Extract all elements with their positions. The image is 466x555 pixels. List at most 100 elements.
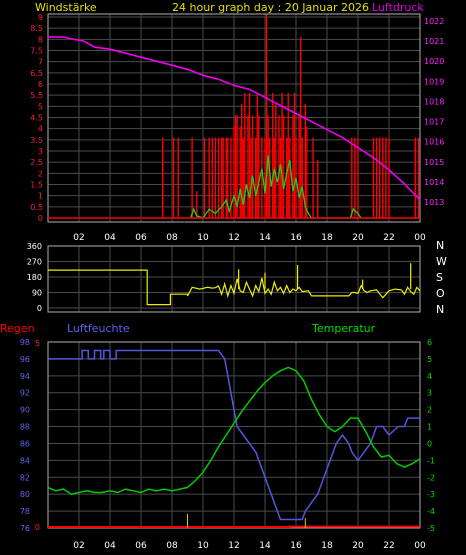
wind-tick-label: 9 bbox=[38, 13, 43, 22]
wind-tick-label: 8 bbox=[38, 35, 43, 44]
wind-tick-label: 8.5 bbox=[30, 24, 43, 33]
wind-tick-label: 1 bbox=[38, 192, 43, 201]
direction-tick-label: 180 bbox=[27, 273, 42, 282]
wind-tick-label: 5 bbox=[38, 102, 43, 111]
humidity-axis-title: Luftfeuchte bbox=[67, 322, 130, 335]
humidity-tick-label: 78 bbox=[20, 507, 30, 516]
direction-tick-label: 270 bbox=[27, 258, 42, 267]
temperature-tick-label: 6 bbox=[427, 338, 432, 347]
pressure-tick-label: 1019 bbox=[424, 77, 444, 86]
humidity-tick-label: 82 bbox=[20, 473, 30, 482]
x-tick-label-bottom: 08 bbox=[166, 541, 178, 551]
rain-tick-label: 5 bbox=[35, 339, 40, 348]
pressure-tick-label: 1022 bbox=[424, 17, 444, 26]
x-tick-label-top: 08 bbox=[166, 233, 178, 243]
pressure-tick-label: 1017 bbox=[424, 118, 444, 127]
temperature-tick-label: 0 bbox=[427, 439, 432, 448]
pressure-axis-title: Luftdruck bbox=[372, 1, 424, 14]
rain-axis-title: Regen bbox=[0, 322, 35, 335]
x-tick-label-top: 10 bbox=[197, 233, 209, 243]
x-tick-label-top: 20 bbox=[352, 233, 364, 243]
temperature-tick-label: 4 bbox=[427, 372, 432, 381]
compass-label: W bbox=[436, 255, 447, 268]
x-tick-label-bottom: 14 bbox=[259, 541, 271, 551]
compass-label: S bbox=[436, 271, 443, 284]
pressure-tick-label: 1013 bbox=[424, 198, 444, 207]
temperature-tick-label: 5 bbox=[427, 355, 432, 364]
wind-tick-label: 6 bbox=[38, 80, 43, 89]
wind-tick-label: 2 bbox=[38, 169, 43, 178]
panel2-frame bbox=[47, 245, 421, 313]
temperature-tick-label: -1 bbox=[427, 456, 435, 465]
x-tick-label-bottom: 06 bbox=[135, 541, 147, 551]
pressure-tick-label: 1020 bbox=[424, 57, 444, 66]
temperature-tick-label: -3 bbox=[427, 490, 435, 499]
humidity-tick-label: 90 bbox=[20, 406, 30, 415]
humidity-tick-label: 88 bbox=[20, 423, 30, 432]
temperature-tick-label: 2 bbox=[427, 406, 432, 415]
wind-tick-label: 5.5 bbox=[30, 91, 43, 100]
pressure-tick-label: 1016 bbox=[424, 138, 444, 147]
pressure-line bbox=[48, 36, 421, 201]
humidity-tick-label: 84 bbox=[20, 456, 30, 465]
rain-tick-label: 0 bbox=[35, 523, 40, 532]
humidity-tick-label: 86 bbox=[20, 439, 30, 448]
compass-label: N bbox=[436, 303, 444, 316]
wind-tick-label: 2.5 bbox=[30, 158, 43, 167]
direction-tick-label: 360 bbox=[27, 242, 42, 251]
wind-tick-label: 3 bbox=[38, 147, 43, 156]
x-tick-label-top: 16 bbox=[290, 233, 302, 243]
wind-tick-label: 1.5 bbox=[30, 181, 43, 190]
pressure-tick-label: 1018 bbox=[424, 97, 444, 106]
x-tick-label-top: 02 bbox=[73, 233, 84, 243]
temperature-tick-label: -4 bbox=[427, 507, 435, 516]
temperature-tick-label: -2 bbox=[427, 473, 435, 482]
humidity-tick-label: 80 bbox=[20, 490, 30, 499]
x-tick-label-top: 12 bbox=[228, 233, 239, 243]
humidity-line bbox=[48, 349, 420, 521]
wind-tick-label: 0 bbox=[38, 214, 43, 223]
temperature-tick-label: 3 bbox=[427, 389, 432, 398]
compass-label: N bbox=[436, 239, 444, 252]
x-tick-label-bottom: 00 bbox=[414, 541, 426, 551]
x-tick-label-top: 00 bbox=[414, 233, 426, 243]
temperature-axis-title: Temperatur bbox=[311, 322, 376, 335]
direction-tick-label: 0 bbox=[37, 304, 42, 313]
humidity-tick-label: 96 bbox=[20, 355, 30, 364]
temperature-line bbox=[47, 366, 421, 496]
x-tick-label-bottom: 12 bbox=[228, 541, 239, 551]
wind-tick-label: 7.5 bbox=[30, 47, 43, 56]
humidity-tick-label: 94 bbox=[20, 372, 30, 381]
wind-mean-line bbox=[189, 155, 362, 219]
x-tick-label-bottom: 04 bbox=[104, 541, 116, 551]
humidity-tick-label: 98 bbox=[20, 338, 30, 347]
chart-title: 24 hour graph day : 20 Januar 2026 bbox=[172, 1, 369, 14]
wind-tick-label: 4.5 bbox=[30, 114, 43, 123]
humidity-tick-label: 92 bbox=[20, 389, 30, 398]
x-tick-label-bottom: 18 bbox=[321, 541, 333, 551]
pressure-tick-label: 1015 bbox=[424, 158, 444, 167]
x-tick-label-top: 18 bbox=[321, 233, 333, 243]
temperature-tick-label: -5 bbox=[427, 524, 435, 533]
wind-tick-label: 7 bbox=[38, 58, 43, 67]
x-tick-label-bottom: 22 bbox=[383, 541, 394, 551]
x-tick-label-top: 06 bbox=[135, 233, 147, 243]
wind-axis-title: Windstärke bbox=[35, 1, 97, 14]
compass-label: O bbox=[436, 287, 445, 300]
temperature-tick-label: 1 bbox=[427, 423, 432, 432]
x-tick-label-bottom: 02 bbox=[73, 541, 84, 551]
wind-tick-label: 6.5 bbox=[30, 69, 43, 78]
pressure-tick-label: 1021 bbox=[424, 37, 444, 46]
chart-layer: 0202040406060808101012121414161618182020… bbox=[20, 13, 447, 551]
wind-tick-label: 3.5 bbox=[30, 136, 43, 145]
x-tick-label-top: 22 bbox=[383, 233, 394, 243]
x-tick-label-top: 14 bbox=[259, 233, 271, 243]
wind-direction-line bbox=[48, 269, 421, 306]
x-tick-label-bottom: 16 bbox=[290, 541, 302, 551]
x-tick-label-bottom: 20 bbox=[352, 541, 364, 551]
humidity-tick-label: 76 bbox=[20, 524, 30, 533]
x-tick-label-bottom: 10 bbox=[197, 541, 209, 551]
wind-tick-label: 4 bbox=[38, 125, 43, 134]
x-tick-label-top: 04 bbox=[104, 233, 116, 243]
